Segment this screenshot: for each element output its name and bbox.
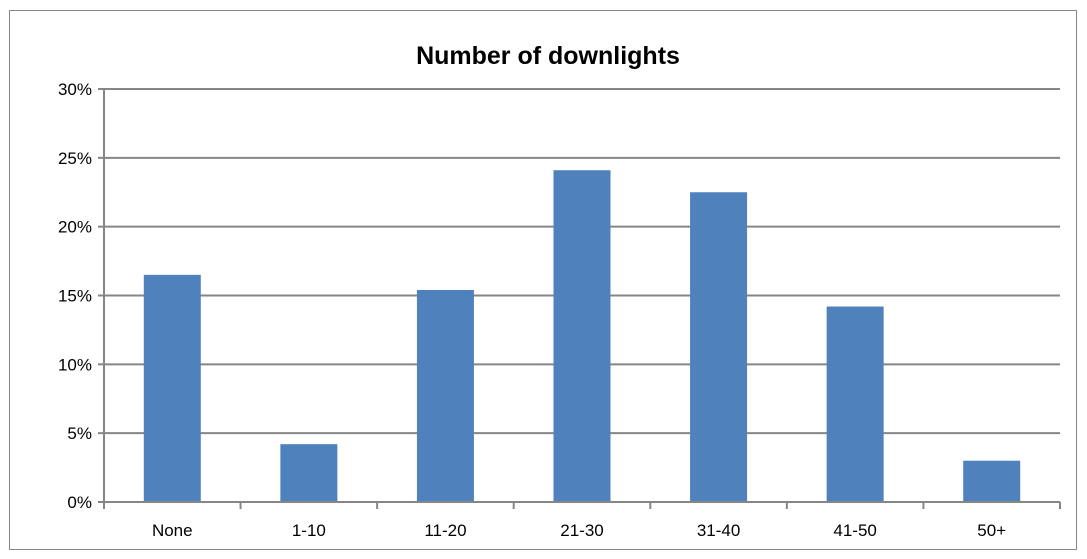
x-tick-label: 41-50 — [833, 521, 876, 540]
bar — [963, 460, 1021, 502]
y-tick-label: 25% — [58, 149, 92, 168]
y-tick-label: 30% — [58, 80, 92, 99]
x-tick-label: 21-30 — [560, 521, 603, 540]
bar — [143, 274, 201, 502]
bar — [690, 192, 748, 502]
x-tick-label: 50+ — [977, 521, 1006, 540]
x-tick-label: 11-20 — [424, 521, 466, 540]
y-tick-label: 20% — [58, 218, 92, 237]
y-tick-label: 0% — [67, 493, 92, 512]
x-tick-label: None — [152, 521, 193, 540]
chart-title: Number of downlights — [416, 42, 680, 70]
y-tick-label: 15% — [58, 287, 92, 306]
bar — [553, 170, 611, 502]
gridlines — [104, 88, 1060, 435]
bar — [416, 289, 474, 502]
x-tick-label: 1-10 — [292, 521, 326, 540]
x-tick-label: 31-40 — [697, 521, 740, 540]
y-tick-label: 10% — [58, 355, 92, 374]
x-axis-tick-labels: None 1-10 11-20 21-30 31-40 41-50 50+ — [152, 521, 1006, 540]
bar — [826, 306, 884, 502]
y-axis-tick-labels: 0% 5% 10% 15% 20% 25% 30% — [58, 80, 92, 512]
bar — [280, 444, 338, 502]
bars — [143, 170, 1021, 502]
axes — [98, 88, 1061, 509]
y-tick-label: 5% — [67, 424, 92, 443]
